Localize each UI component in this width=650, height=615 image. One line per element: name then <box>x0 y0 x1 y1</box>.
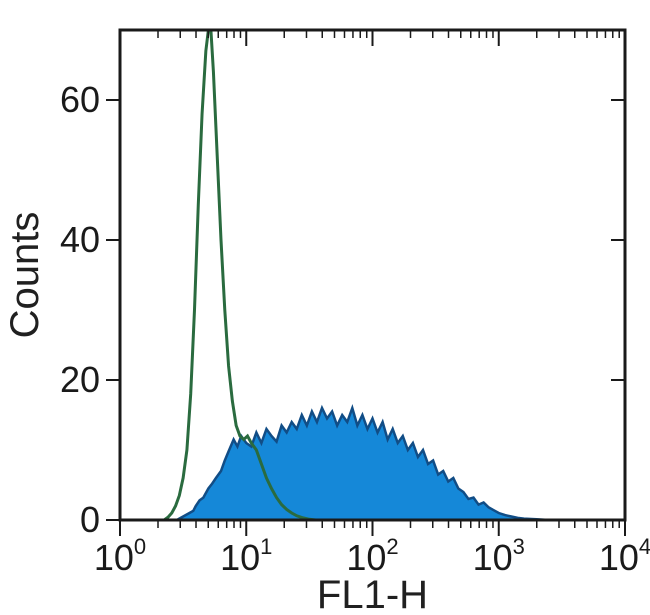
y-axis-label: Counts <box>3 212 47 339</box>
y-tick-label: 40 <box>60 219 100 260</box>
chart-svg: 1001011021031040204060CountsFL1-H <box>0 0 650 615</box>
flow-cytometry-histogram: 1001011021031040204060CountsFL1-H <box>0 0 650 615</box>
y-tick-label: 20 <box>60 359 100 400</box>
y-tick-label: 0 <box>80 499 100 540</box>
x-axis-label: FL1-H <box>317 573 428 615</box>
y-tick-label: 60 <box>60 79 100 120</box>
